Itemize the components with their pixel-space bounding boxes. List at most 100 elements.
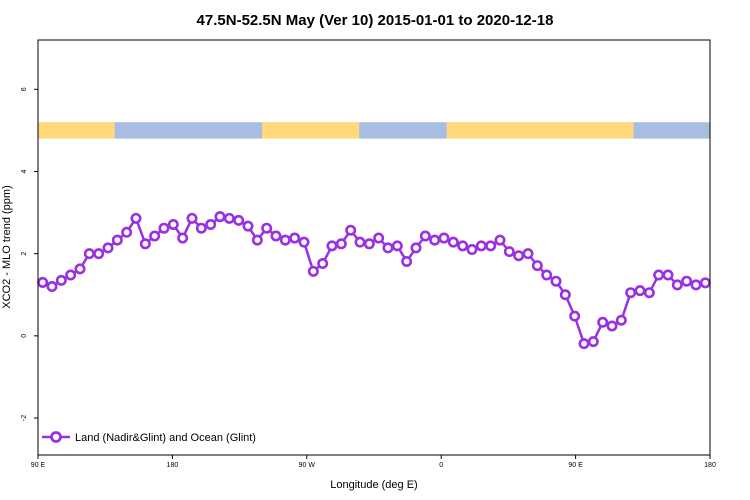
data-point [419, 230, 431, 242]
data-point [233, 214, 245, 226]
data-point [438, 232, 450, 244]
surface-band [38, 122, 710, 139]
data-point [242, 220, 254, 232]
data-point [317, 258, 329, 270]
data-point [261, 222, 273, 234]
data-point [382, 242, 394, 254]
data-point [615, 314, 627, 326]
data-point [74, 263, 86, 275]
x-tick-label: 180 [167, 462, 179, 469]
data-point [195, 222, 207, 234]
legend-label: Land (Nadir&Glint) and Ocean (Glint) [75, 432, 256, 444]
data-point [111, 234, 123, 246]
data-point [251, 234, 263, 246]
data-point [214, 211, 226, 223]
data-point [699, 277, 711, 289]
legend: Land (Nadir&Glint) and Ocean (Glint) [42, 431, 256, 444]
data-point [37, 276, 49, 288]
data-point [83, 248, 95, 260]
data-point [373, 232, 385, 244]
data-point [541, 269, 553, 281]
data-point [149, 230, 161, 242]
x-tick-label: 90 W [299, 462, 316, 469]
y-tick-label: 0 [21, 334, 28, 338]
data-point [401, 255, 413, 267]
data-point [625, 287, 637, 299]
data-point [46, 281, 58, 293]
data-point [447, 236, 459, 248]
data-point [485, 240, 497, 252]
data-point [326, 240, 338, 252]
x-tick-label: 90 E [31, 462, 46, 469]
data-point [223, 212, 235, 224]
data-point [559, 289, 571, 301]
data-point [130, 212, 142, 224]
x-tick-label: 90 E [568, 462, 583, 469]
data-point [494, 234, 506, 246]
surface-band-land-segment-2 [262, 122, 360, 139]
data-point [690, 279, 702, 291]
data-point [597, 316, 609, 328]
data-point [167, 218, 179, 230]
data-point [671, 279, 683, 291]
data-point [569, 310, 581, 322]
data-point [177, 232, 189, 244]
data-point [298, 236, 310, 248]
data-point [522, 248, 534, 260]
data-point [606, 320, 618, 332]
data-point [65, 269, 77, 281]
data-point [121, 226, 133, 238]
data-point [531, 260, 543, 272]
surface-band-ocean-segment-5 [633, 122, 710, 139]
data-point [429, 234, 441, 246]
x-tick-label: 180 [704, 462, 716, 469]
data-point [270, 230, 282, 242]
data-point [102, 242, 114, 254]
data-point [457, 240, 469, 252]
data-point [186, 212, 198, 224]
data-point [139, 238, 151, 250]
data-point [335, 238, 347, 250]
x-tick-label: 0 [439, 462, 443, 469]
data-point [634, 285, 646, 297]
chart-title: 47.5N-52.5N May (Ver 10) 2015-01-01 to 2… [197, 12, 554, 29]
x-axis: 90 E 180 90 W 0 90 E 180 [31, 455, 716, 469]
y-axis-title: XCO2 - MLO trend (ppm) [1, 185, 13, 308]
y-tick-label: 6 [21, 87, 28, 91]
data-point [158, 222, 170, 234]
data-point [205, 218, 217, 230]
data-point [410, 242, 422, 254]
y-tick-label: 2 [21, 252, 28, 256]
legend-marker-swatch [50, 431, 62, 443]
data-point [391, 240, 403, 252]
data-point [662, 269, 674, 281]
data-point [681, 275, 693, 287]
x-axis-title: Longitude (deg E) [330, 479, 417, 491]
y-tick-label: -2 [21, 415, 28, 421]
data-point [503, 246, 515, 258]
data-point [653, 269, 665, 281]
data-point [643, 287, 655, 299]
data-point [578, 338, 590, 350]
surface-band-ocean-segment-3 [359, 122, 447, 139]
y-tick-label: 4 [21, 169, 28, 173]
data-point [475, 240, 487, 252]
data-point [363, 238, 375, 250]
surface-band-ocean-segment-1 [114, 122, 263, 139]
data-point [513, 250, 525, 262]
plot-frame [37, 39, 711, 456]
surface-band-land-segment-4 [446, 122, 634, 139]
data-point [587, 336, 599, 348]
data-point [93, 248, 105, 260]
data-point [466, 244, 478, 256]
data-point [279, 234, 291, 246]
data-point [354, 236, 366, 248]
data-point [289, 232, 301, 244]
y-axis: -2 0 2 4 6 [21, 87, 38, 421]
data-point [550, 275, 562, 287]
surface-band-land-segment-0 [38, 122, 115, 139]
series-layer [37, 211, 711, 350]
data-point [55, 274, 67, 286]
